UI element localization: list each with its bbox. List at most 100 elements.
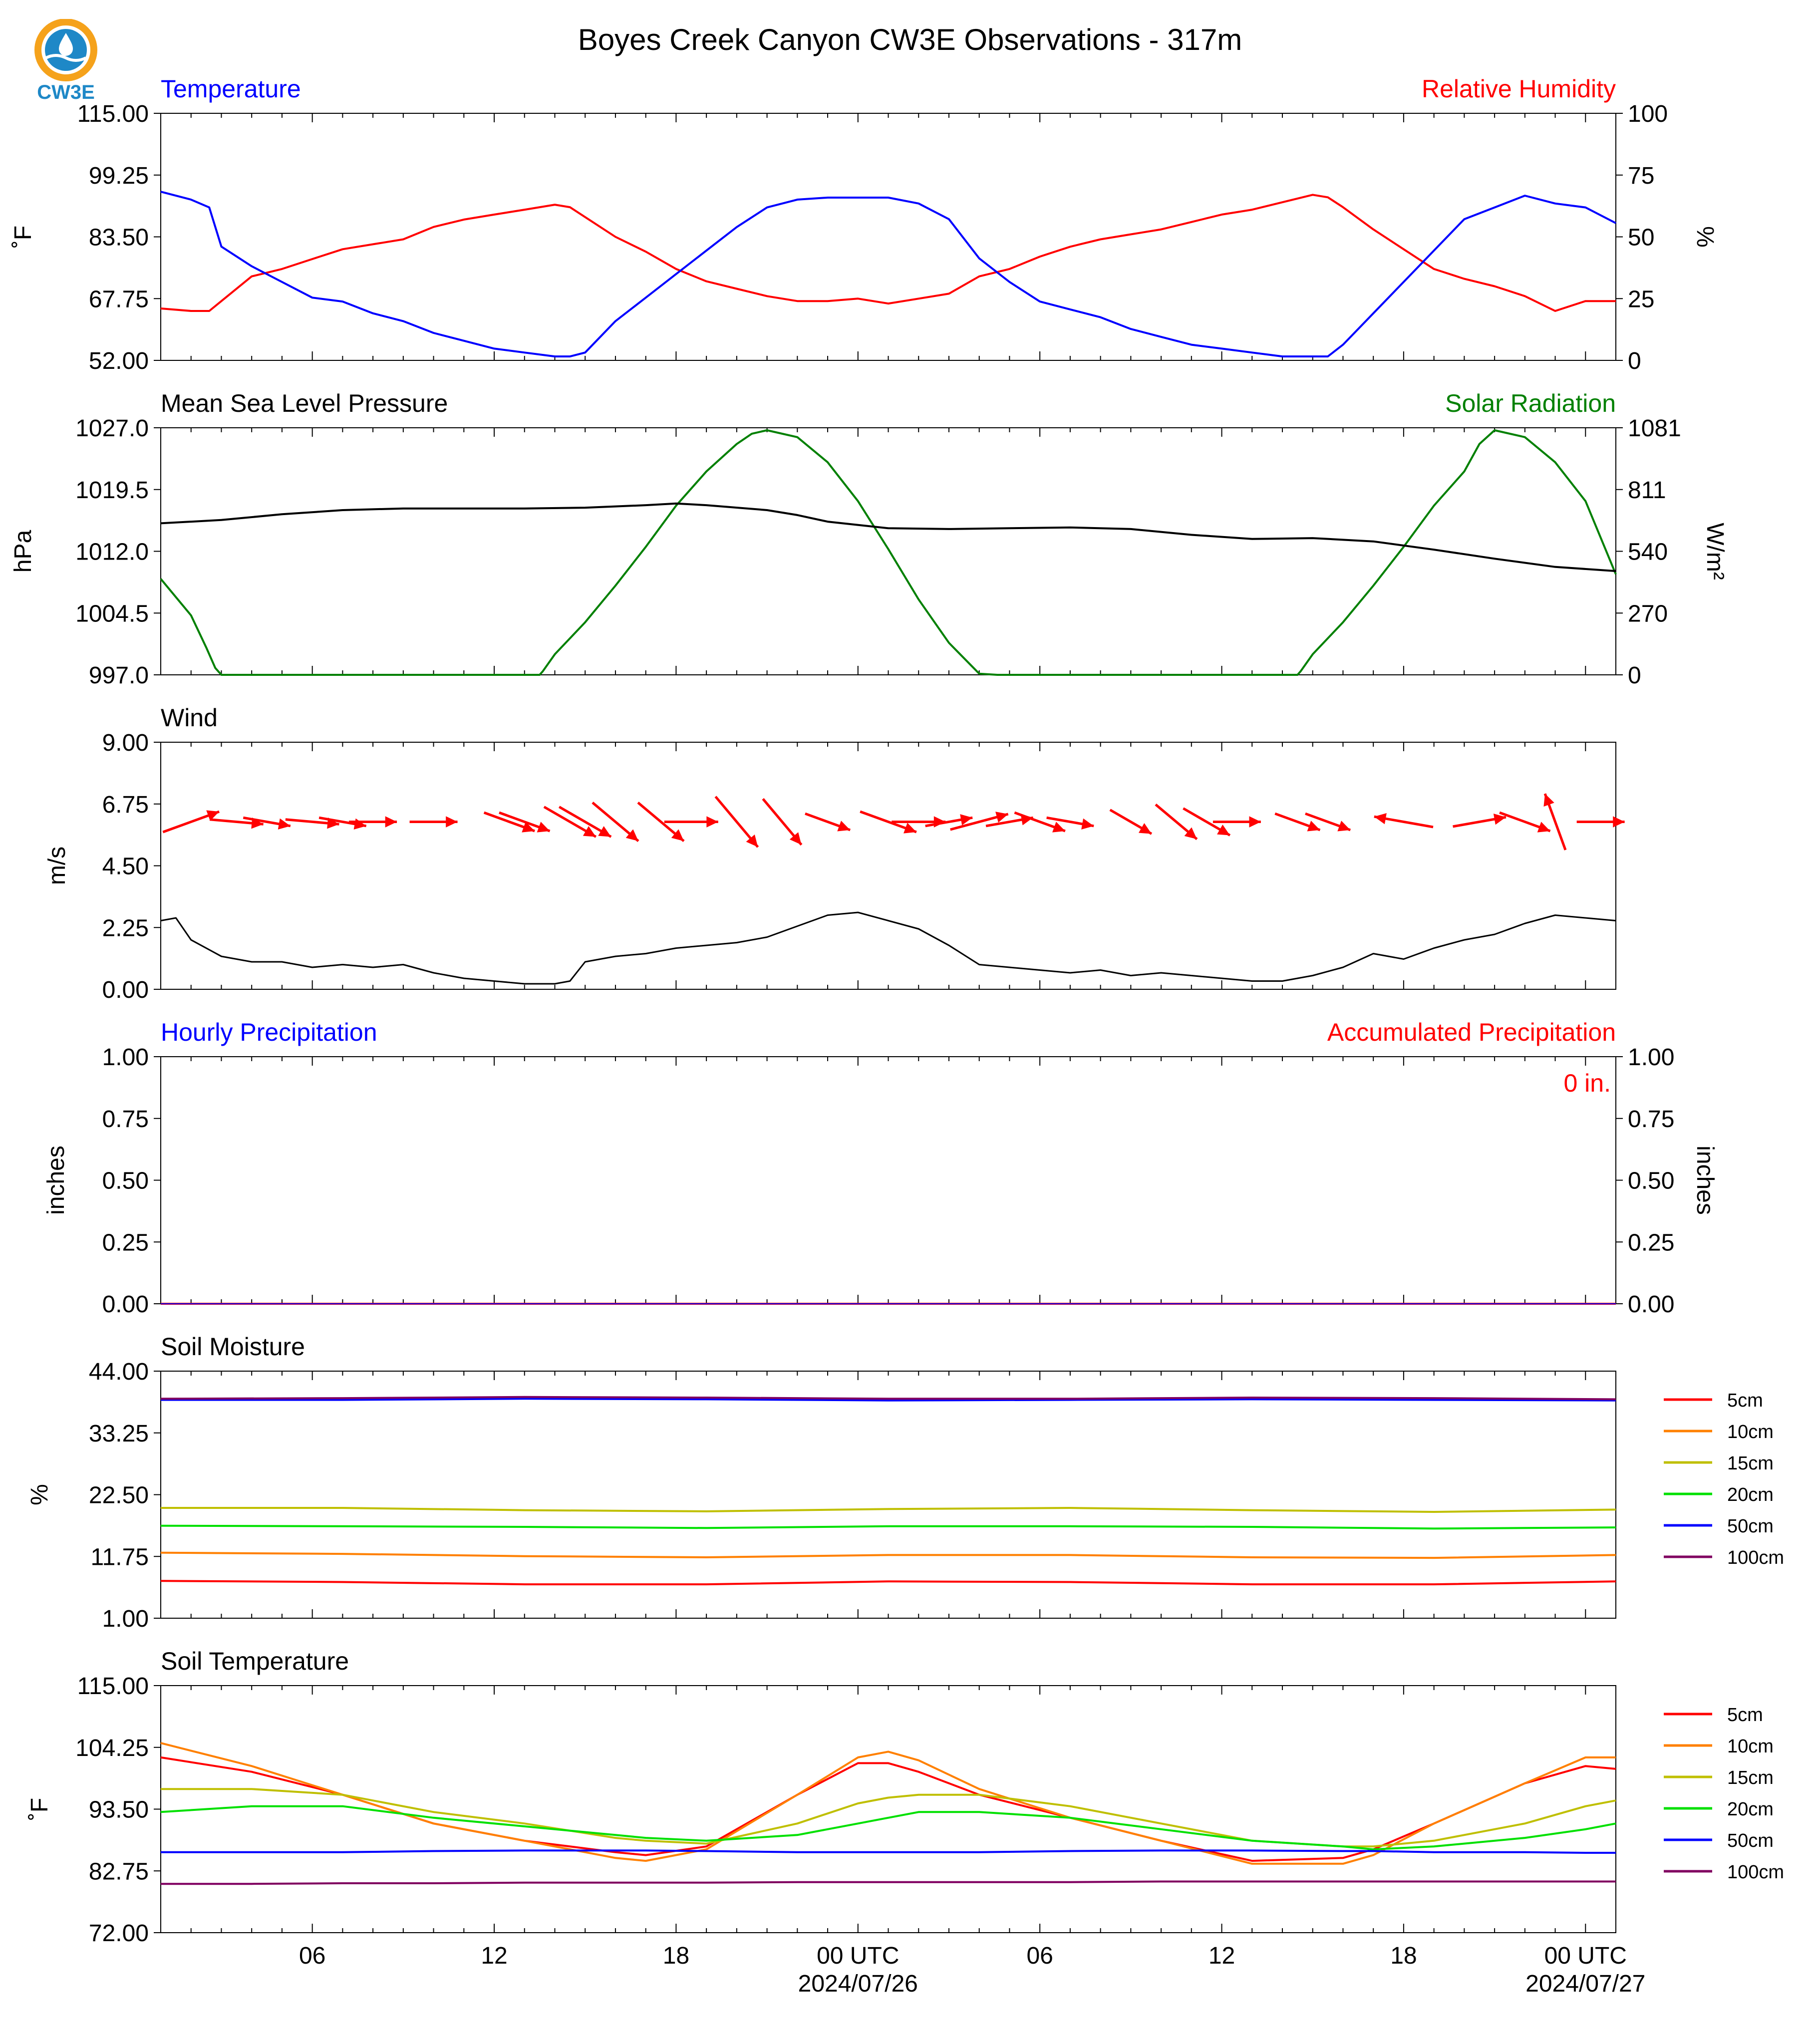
panels: 115.00 99.25 83.50 67.75 52.00 100 75 50 25 0 Temp… (10, 75, 1784, 1997)
temp_rh-ytick-label: 99.25 (89, 163, 149, 189)
wind-vector-head (1307, 821, 1320, 832)
wind-vector-head (278, 818, 291, 830)
soil_moisture-legend-label: 15cm (1727, 1453, 1774, 1474)
precip-ytick-label: 0.25 (102, 1229, 149, 1256)
temperature-line (160, 191, 1616, 358)
soil_moisture-line-10cm (160, 1551, 1616, 1559)
wind-left-title: Wind (161, 704, 218, 732)
wind-frame (160, 742, 1616, 990)
soil_moisture-legend-label: 20cm (1727, 1484, 1774, 1505)
wind-vector-head (904, 823, 916, 834)
wind-vector-head (598, 826, 611, 837)
temp_rh-ytick-label: 67.75 (89, 286, 149, 312)
wind-vector-head (706, 816, 718, 828)
x-date-label: 2024/07/27 (1525, 1971, 1645, 1997)
soil_moisture-ytick-label: 44.00 (89, 1359, 149, 1385)
soil_moisture-line-50cm (161, 1398, 1616, 1402)
temp_rh-ytick-right-label: 0 (1628, 348, 1641, 374)
precip-left-unit: inches (43, 1146, 69, 1215)
soil_moisture-legend-label: 50cm (1727, 1516, 1774, 1537)
wind-ytick-label: 0.00 (102, 977, 149, 1003)
wind-vector-head (206, 810, 220, 821)
logo-text: CW3E (37, 81, 95, 103)
soil_moisture-legend: 5cm 10cm 15cm 20cm 50cm 100cm (1664, 1390, 1784, 1568)
accum-precip-label: 0 in. (1563, 1069, 1611, 1097)
panel-precip: 1.00 0.75 0.50 0.25 0.00 1.00 0.75 0.50 0.25 0.00… (43, 1018, 1718, 1318)
pressure_solar-ytick-right-label: 270 (1628, 600, 1668, 627)
rh-line (160, 194, 1616, 312)
x-date-label: 2024/07/26 (798, 1971, 918, 1997)
soil_moisture-line-15cm (161, 1507, 1616, 1513)
pressure_solar-right-unit: W/m² (1702, 523, 1728, 580)
precip-right-unit: inches (1692, 1146, 1718, 1215)
precip-right-title: Accumulated Precipitation (1327, 1018, 1616, 1046)
soil_moisture-line-100cm (160, 1396, 1616, 1401)
pressure_solar-ytick-label: 1019.5 (75, 477, 149, 504)
wind-vector-head (1249, 816, 1261, 828)
precip-left-title: Hourly Precipitation (161, 1018, 377, 1046)
wind-vector-head (1052, 822, 1065, 833)
x-tick-label: 06 (299, 1943, 325, 1969)
wind-ytick-label: 6.75 (102, 792, 149, 818)
soil_moisture-line-20cm (160, 1524, 1616, 1530)
temp_rh-ytick-label: 115.00 (77, 101, 149, 127)
soil_temp-line-100cm (161, 1880, 1616, 1885)
temp_rh-ytick-right-label: 25 (1628, 286, 1654, 312)
wind-ytick-label: 9.00 (102, 730, 149, 756)
wind-ytick-label: 2.25 (102, 915, 149, 941)
precip-ytick-right-label: 1.00 (1628, 1044, 1674, 1071)
soil_temp-line-10cm (160, 1742, 1616, 1865)
temp_rh-ytick-right-label: 75 (1628, 163, 1654, 189)
soil_moisture-left-title: Soil Moisture (161, 1333, 305, 1361)
wind-ytick-label: 4.50 (102, 854, 149, 880)
soil_temp-ytick-label: 72.00 (89, 1920, 149, 1947)
soil_moisture-ytick-label: 11.75 (90, 1544, 149, 1570)
wind-vector-head (1081, 818, 1094, 830)
soil_temp-ytick-label: 82.75 (89, 1858, 149, 1885)
soil_temp-line-5cm (160, 1756, 1616, 1862)
wind-vector-head (789, 832, 802, 845)
wind-vector-head (1493, 814, 1506, 825)
logo-drop-icon (59, 33, 73, 56)
wind-vector-head (995, 812, 1008, 823)
x-tick-label: 12 (1209, 1943, 1235, 1969)
x-tick-label: 18 (1390, 1943, 1417, 1969)
wind-vector-head (960, 814, 973, 826)
temp_rh-frame (160, 113, 1616, 361)
wind-vector-head (583, 826, 596, 837)
wind-vector-head (537, 822, 550, 833)
pressure_solar-right-title: Solar Radiation (1445, 389, 1616, 417)
soil_temp-legend-label: 50cm (1727, 1830, 1774, 1851)
soil_temp-left-unit: ˚F (26, 1798, 53, 1820)
cw3e-logo: CW3E (31, 18, 101, 104)
temp_rh-ytick-label: 52.00 (89, 348, 149, 374)
temp_rh-ytick-right-label: 100 (1628, 101, 1668, 127)
wind-vector-head (671, 829, 684, 842)
panel-wind: 9.00 6.75 4.50 2.25 0.00 Wind m/s (44, 704, 1625, 1003)
soil_moisture-legend-label: 10cm (1727, 1422, 1774, 1443)
soil_temp-ytick-label: 104.25 (75, 1735, 149, 1761)
wind-vector-head (446, 816, 458, 828)
wind-vector-head (1138, 823, 1152, 834)
wind-vector-head (1337, 821, 1351, 832)
soil_temp-legend-label: 100cm (1727, 1862, 1784, 1883)
temp_rh-left-unit: ˚F (10, 226, 36, 248)
soil_moisture-line-5cm (160, 1580, 1616, 1586)
pressure_solar-frame (160, 427, 1616, 675)
panel-pressure_solar: 1027.0 1019.5 1012.0 1004.5 997.0 1081 811 540 2… (10, 389, 1728, 689)
soil_temp-line-50cm (161, 1849, 1616, 1854)
pressure_solar-ytick-right-label: 0 (1628, 662, 1641, 689)
mslp-line (160, 502, 1616, 573)
panel-soil_temp: 115.00 104.25 93.50 82.75 72.00 Soil Temperat… (26, 1647, 1784, 1947)
precip-ytick-label: 1.00 (102, 1044, 149, 1071)
pressure_solar-ytick-label: 1004.5 (75, 600, 149, 627)
temp_rh-ytick-right-label: 50 (1628, 225, 1654, 251)
wind-vector-head (1537, 822, 1550, 833)
pressure_solar-ytick-right-label: 540 (1628, 539, 1668, 566)
temp_rh-right-title: Relative Humidity (1422, 75, 1616, 103)
x-tick-label: 00 UTC (1544, 1943, 1627, 1969)
temp_rh-left-title: Temperature (161, 75, 301, 103)
logo-wave-icon (45, 54, 87, 62)
logo-ring-icon (34, 18, 97, 81)
